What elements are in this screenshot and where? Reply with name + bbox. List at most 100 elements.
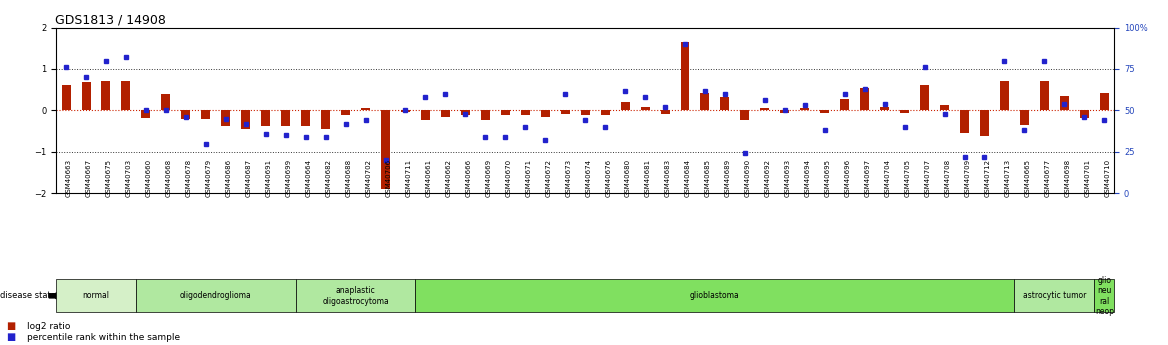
Bar (1040, 81, 1049, 110)
Text: GSM40663: GSM40663 (67, 158, 72, 197)
Bar (800, 108, 809, 110)
Text: GSM40692: GSM40692 (765, 159, 771, 197)
Bar (440, 110, 450, 117)
Text: disease state: disease state (0, 291, 56, 300)
Text: GSM40660: GSM40660 (146, 158, 152, 197)
Bar (1020, 110, 1029, 125)
Text: GSM40662: GSM40662 (445, 159, 451, 197)
Bar (242, 110, 250, 129)
Text: glioblastoma: glioblastoma (690, 291, 739, 300)
Bar (760, 108, 770, 110)
Bar (640, 107, 649, 110)
Bar (401, 110, 410, 112)
Bar (501, 110, 509, 115)
Bar (420, 110, 430, 119)
Bar (161, 94, 171, 110)
Bar (221, 110, 230, 126)
Bar (980, 110, 989, 136)
Text: GSM40661: GSM40661 (425, 158, 431, 197)
Text: GSM40703: GSM40703 (126, 158, 132, 197)
Text: GSM40683: GSM40683 (665, 158, 672, 197)
Text: ■: ■ (6, 333, 15, 342)
Text: GSM40668: GSM40668 (166, 158, 172, 197)
Text: GSM40694: GSM40694 (805, 159, 811, 197)
Bar (620, 102, 630, 110)
Text: GSM40707: GSM40707 (925, 158, 931, 197)
Text: GSM40706: GSM40706 (385, 158, 391, 197)
Bar (721, 97, 730, 110)
Text: GSM40702: GSM40702 (366, 159, 371, 197)
Text: GSM40708: GSM40708 (945, 158, 951, 197)
Text: GSM40690: GSM40690 (745, 158, 751, 197)
Bar (82, 82, 90, 110)
Text: GSM40698: GSM40698 (1064, 158, 1070, 197)
Text: GDS1813 / 14908: GDS1813 / 14908 (55, 13, 166, 27)
Text: GSM40676: GSM40676 (605, 158, 611, 197)
Text: GSM40669: GSM40669 (486, 158, 492, 197)
Text: GSM40687: GSM40687 (245, 158, 252, 197)
Bar (701, 93, 709, 110)
Text: GSM40713: GSM40713 (1004, 158, 1010, 197)
Bar (62, 85, 70, 110)
Bar (1000, 81, 1009, 110)
Text: GSM40679: GSM40679 (206, 158, 211, 197)
Bar (1080, 110, 1089, 118)
Bar (681, 42, 689, 110)
Text: GSM40681: GSM40681 (645, 158, 651, 197)
Bar (881, 107, 889, 110)
Bar (860, 88, 869, 110)
Bar (102, 81, 111, 110)
Text: GSM40709: GSM40709 (965, 158, 971, 197)
Text: GSM40684: GSM40684 (684, 159, 691, 197)
Text: oligodendroglioma: oligodendroglioma (180, 291, 251, 300)
Bar (461, 110, 470, 115)
Text: GSM40670: GSM40670 (506, 158, 512, 197)
Bar (1059, 96, 1069, 110)
Text: GSM40680: GSM40680 (625, 158, 631, 197)
Text: GSM40677: GSM40677 (1044, 158, 1050, 197)
Text: GSM40710: GSM40710 (1104, 158, 1111, 197)
Bar (301, 110, 311, 126)
Bar (580, 110, 590, 115)
Bar (141, 110, 151, 118)
Bar (940, 106, 950, 110)
Text: GSM40699: GSM40699 (286, 158, 292, 197)
Text: GSM40682: GSM40682 (326, 159, 332, 197)
Text: GSM40674: GSM40674 (585, 159, 591, 197)
Text: GSM40695: GSM40695 (825, 159, 830, 197)
Text: GSM40711: GSM40711 (405, 158, 411, 197)
Text: GSM40685: GSM40685 (705, 159, 711, 197)
Bar (840, 99, 849, 110)
Text: GSM40675: GSM40675 (106, 159, 112, 197)
Text: GSM40691: GSM40691 (265, 158, 272, 197)
Bar (541, 110, 550, 117)
Bar (201, 110, 210, 119)
Text: normal: normal (83, 291, 110, 300)
Text: GSM40664: GSM40664 (306, 159, 312, 197)
Text: log2 ratio: log2 ratio (27, 322, 70, 331)
Text: percentile rank within the sample: percentile rank within the sample (27, 333, 180, 342)
Bar (181, 110, 190, 119)
Text: GSM40705: GSM40705 (905, 159, 911, 197)
Text: GSM40693: GSM40693 (785, 158, 791, 197)
Bar (262, 110, 270, 126)
Bar (121, 81, 131, 110)
Bar (561, 110, 570, 114)
Text: GSM40704: GSM40704 (884, 159, 891, 197)
Text: GSM40696: GSM40696 (844, 158, 850, 197)
Text: GSM40673: GSM40673 (565, 158, 571, 197)
Text: GSM40667: GSM40667 (86, 158, 92, 197)
Bar (481, 110, 489, 119)
Bar (741, 110, 750, 119)
Bar (281, 110, 290, 126)
Text: astrocytic tumor: astrocytic tumor (1023, 291, 1086, 300)
Text: GSM40697: GSM40697 (864, 158, 870, 197)
Text: anaplastic
oligoastrocytoma: anaplastic oligoastrocytoma (322, 286, 389, 306)
Text: GSM40712: GSM40712 (985, 159, 990, 197)
Text: GSM40672: GSM40672 (545, 159, 551, 197)
Bar (920, 85, 929, 110)
Text: GSM40665: GSM40665 (1024, 159, 1030, 197)
Text: GSM40678: GSM40678 (186, 158, 192, 197)
Bar (1100, 93, 1108, 110)
Text: GSM40688: GSM40688 (346, 158, 352, 197)
